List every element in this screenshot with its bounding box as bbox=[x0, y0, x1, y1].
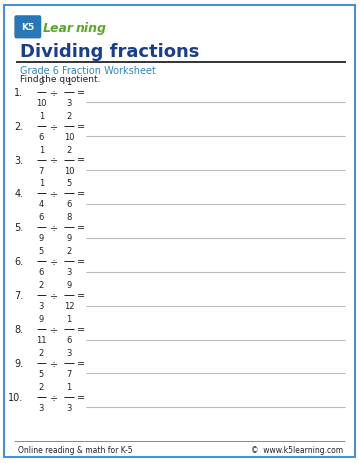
FancyBboxPatch shape bbox=[14, 16, 41, 39]
Text: 6: 6 bbox=[39, 268, 44, 276]
Text: ©  www.k5learning.com: © www.k5learning.com bbox=[251, 444, 343, 454]
Text: 6: 6 bbox=[66, 200, 71, 209]
Text: ÷: ÷ bbox=[50, 189, 58, 199]
Text: 1: 1 bbox=[39, 112, 44, 120]
Text: 1.: 1. bbox=[14, 88, 23, 98]
Text: =: = bbox=[77, 358, 85, 368]
Text: =: = bbox=[77, 121, 85, 131]
Text: K5: K5 bbox=[22, 23, 34, 32]
Text: 5: 5 bbox=[39, 369, 44, 378]
Text: 9: 9 bbox=[39, 234, 44, 243]
Text: 12: 12 bbox=[64, 301, 74, 310]
Text: 8.: 8. bbox=[14, 324, 23, 334]
Text: ning: ning bbox=[75, 22, 106, 35]
Text: ÷: ÷ bbox=[50, 121, 58, 131]
Text: =: = bbox=[77, 189, 85, 199]
Text: 1: 1 bbox=[66, 78, 71, 87]
Text: 4.: 4. bbox=[14, 189, 23, 199]
FancyBboxPatch shape bbox=[4, 6, 355, 457]
Text: 3: 3 bbox=[66, 268, 71, 276]
Text: 9.: 9. bbox=[14, 358, 23, 368]
Text: 1: 1 bbox=[66, 314, 71, 323]
Text: ÷: ÷ bbox=[50, 88, 58, 98]
Text: 1: 1 bbox=[39, 179, 44, 188]
Text: 5: 5 bbox=[39, 247, 44, 256]
Text: ÷: ÷ bbox=[50, 223, 58, 233]
Text: =: = bbox=[77, 324, 85, 334]
Text: =: = bbox=[77, 257, 85, 267]
Text: 9: 9 bbox=[66, 234, 71, 243]
Text: Grade 6 Fraction Worksheet: Grade 6 Fraction Worksheet bbox=[20, 65, 155, 75]
Text: ÷: ÷ bbox=[50, 155, 58, 165]
Text: 2: 2 bbox=[66, 145, 71, 154]
Text: 2: 2 bbox=[39, 348, 44, 357]
Text: 10: 10 bbox=[64, 166, 74, 175]
Text: =: = bbox=[77, 392, 85, 402]
Text: 3: 3 bbox=[66, 403, 71, 412]
Text: Find the quotient.: Find the quotient. bbox=[20, 75, 100, 84]
Text: ÷: ÷ bbox=[50, 358, 58, 368]
Text: 1: 1 bbox=[39, 145, 44, 154]
Text: 8: 8 bbox=[66, 213, 71, 222]
Text: 6: 6 bbox=[39, 213, 44, 222]
Text: 9: 9 bbox=[66, 281, 71, 289]
Text: 7.: 7. bbox=[14, 290, 23, 300]
Text: ÷: ÷ bbox=[50, 392, 58, 402]
Text: 7: 7 bbox=[39, 166, 44, 175]
Text: 3: 3 bbox=[66, 99, 71, 107]
Text: =: = bbox=[77, 290, 85, 300]
Text: Online reading & math for K-5: Online reading & math for K-5 bbox=[18, 444, 132, 454]
Text: Dividing fractions: Dividing fractions bbox=[20, 43, 199, 61]
Text: 2.: 2. bbox=[14, 121, 23, 131]
Text: ÷: ÷ bbox=[50, 290, 58, 300]
Text: =: = bbox=[77, 155, 85, 165]
Text: 6.: 6. bbox=[14, 257, 23, 267]
Text: 3: 3 bbox=[39, 301, 44, 310]
Text: 2: 2 bbox=[39, 382, 44, 391]
Text: 6: 6 bbox=[66, 335, 71, 344]
Text: 2: 2 bbox=[66, 247, 71, 256]
Text: =: = bbox=[77, 88, 85, 98]
Text: 6: 6 bbox=[39, 132, 44, 141]
Text: 2: 2 bbox=[66, 112, 71, 120]
Text: 11: 11 bbox=[36, 335, 47, 344]
Text: ÷: ÷ bbox=[50, 257, 58, 267]
Text: 5.: 5. bbox=[14, 223, 23, 233]
Text: 9: 9 bbox=[39, 78, 44, 87]
Text: 10: 10 bbox=[36, 99, 47, 107]
Text: Lear: Lear bbox=[43, 22, 74, 35]
Text: 10.: 10. bbox=[8, 392, 23, 402]
Text: ÷: ÷ bbox=[50, 324, 58, 334]
Text: 3: 3 bbox=[39, 403, 44, 412]
Text: 7: 7 bbox=[66, 369, 71, 378]
Text: 9: 9 bbox=[39, 314, 44, 323]
Text: 5: 5 bbox=[66, 179, 71, 188]
Text: 3: 3 bbox=[66, 348, 71, 357]
Text: 1: 1 bbox=[66, 382, 71, 391]
Text: =: = bbox=[77, 223, 85, 233]
Text: 10: 10 bbox=[64, 132, 74, 141]
Text: 3.: 3. bbox=[14, 155, 23, 165]
Text: 4: 4 bbox=[39, 200, 44, 209]
Text: 2: 2 bbox=[39, 281, 44, 289]
